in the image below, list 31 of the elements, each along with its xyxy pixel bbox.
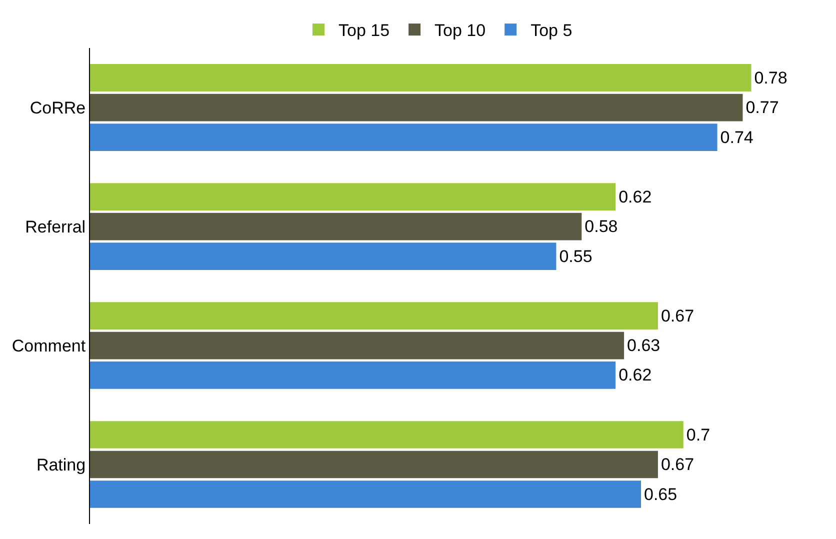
bar	[90, 242, 556, 270]
data-label: 0.77	[746, 98, 779, 118]
data-label: 0.55	[559, 246, 592, 266]
data-label: 0.67	[660, 306, 694, 326]
data-label: 0.65	[644, 484, 678, 504]
y-tick-label: CoRRe	[30, 98, 86, 118]
y-tick-label: Rating	[36, 455, 86, 474]
data-label: 0.62	[618, 366, 652, 385]
data-label: 0.58	[584, 217, 618, 236]
bar	[90, 124, 718, 151]
data-label: 0.63	[627, 336, 660, 356]
data-label: 0.67	[660, 455, 694, 474]
legend-label: Top 5	[530, 21, 572, 40]
data-label: 0.7	[686, 425, 710, 444]
data-label: 0.62	[618, 187, 652, 206]
data-label: 0.78	[754, 68, 788, 88]
data-label: 0.74	[720, 128, 754, 147]
bar	[90, 421, 684, 448]
y-tick-label: Comment	[12, 336, 86, 356]
legend-label: Top 10	[434, 21, 486, 40]
bar	[90, 64, 752, 92]
bar	[90, 450, 658, 478]
legend-label: Top 15	[338, 21, 390, 40]
bar	[90, 183, 616, 210]
bar	[90, 362, 616, 389]
bar	[90, 302, 658, 330]
bar	[90, 332, 624, 360]
y-tick-label: Referral	[25, 217, 86, 236]
bar	[90, 94, 743, 122]
bar	[90, 212, 582, 240]
bar	[90, 480, 641, 508]
